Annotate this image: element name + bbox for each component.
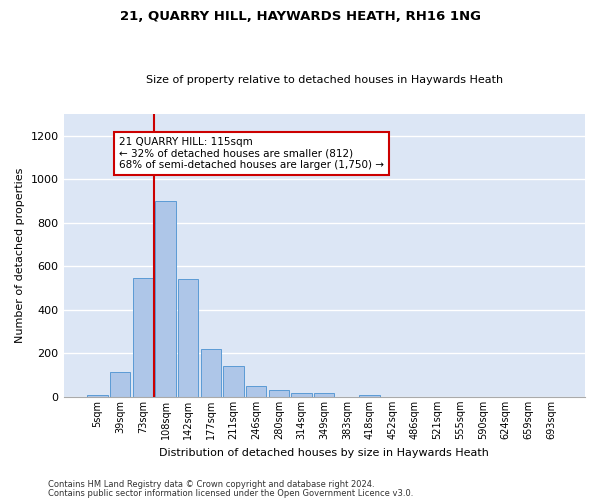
Text: 21, QUARRY HILL, HAYWARDS HEATH, RH16 1NG: 21, QUARRY HILL, HAYWARDS HEATH, RH16 1N… bbox=[119, 10, 481, 23]
Text: Contains public sector information licensed under the Open Government Licence v3: Contains public sector information licen… bbox=[48, 488, 413, 498]
Bar bbox=[246, 386, 266, 397]
Text: Contains HM Land Registry data © Crown copyright and database right 2024.: Contains HM Land Registry data © Crown c… bbox=[48, 480, 374, 489]
X-axis label: Distribution of detached houses by size in Haywards Heath: Distribution of detached houses by size … bbox=[160, 448, 489, 458]
Bar bbox=[223, 366, 244, 397]
Bar bbox=[292, 392, 312, 397]
Bar bbox=[269, 390, 289, 397]
Bar bbox=[314, 393, 334, 397]
Bar bbox=[87, 395, 107, 397]
Y-axis label: Number of detached properties: Number of detached properties bbox=[15, 168, 25, 343]
Bar bbox=[200, 349, 221, 397]
Bar bbox=[110, 372, 130, 397]
Text: 21 QUARRY HILL: 115sqm
← 32% of detached houses are smaller (812)
68% of semi-de: 21 QUARRY HILL: 115sqm ← 32% of detached… bbox=[119, 137, 384, 170]
Bar bbox=[133, 278, 153, 397]
Bar bbox=[155, 201, 176, 397]
Bar bbox=[178, 280, 199, 397]
Bar bbox=[359, 395, 380, 397]
Title: Size of property relative to detached houses in Haywards Heath: Size of property relative to detached ho… bbox=[146, 76, 503, 86]
